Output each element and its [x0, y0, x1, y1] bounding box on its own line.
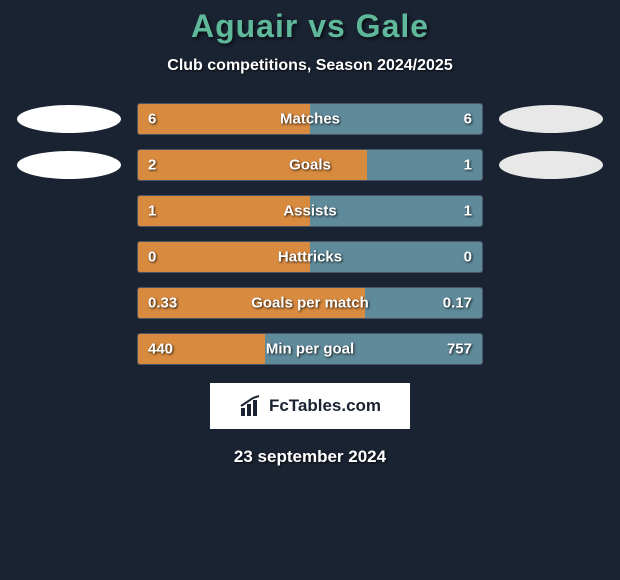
team-badge-left	[17, 105, 121, 133]
stat-label: Matches	[280, 111, 340, 128]
stat-bar: 1 Assists 1	[137, 195, 483, 227]
stat-value-left: 440	[148, 341, 173, 358]
stat-value-left: 1	[148, 203, 156, 220]
stat-row: 0.33 Goals per match 0.17	[0, 287, 620, 319]
bar-fill-left	[138, 150, 367, 180]
stat-value-left: 6	[148, 111, 156, 128]
stat-bar: 0.33 Goals per match 0.17	[137, 287, 483, 319]
spacer	[17, 197, 121, 225]
spacer	[499, 335, 603, 363]
stat-value-left: 2	[148, 157, 156, 174]
subtitle: Club competitions, Season 2024/2025	[0, 57, 620, 75]
stat-value-right: 6	[464, 111, 472, 128]
spacer	[499, 197, 603, 225]
stat-bar: 0 Hattricks 0	[137, 241, 483, 273]
stat-bar: 6 Matches 6	[137, 103, 483, 135]
stat-value-right: 1	[464, 157, 472, 174]
logo-text: FcTables.com	[269, 396, 381, 416]
stats-container: 6 Matches 6 2 Goals 1 1 Assists 1 0 Hattricks 0 0.33…	[0, 103, 620, 365]
stat-value-right: 1	[464, 203, 472, 220]
stat-row: 0 Hattricks 0	[0, 241, 620, 273]
stat-row: 6 Matches 6	[0, 103, 620, 135]
team-badge-left	[17, 151, 121, 179]
stat-row: 1 Assists 1	[0, 195, 620, 227]
stat-label: Goals per match	[251, 295, 369, 312]
team-badge-right	[499, 105, 603, 133]
stat-label: Assists	[283, 203, 336, 220]
stat-label: Min per goal	[266, 341, 354, 358]
spacer	[17, 243, 121, 271]
chart-icon	[239, 394, 263, 418]
stat-value-left: 0.33	[148, 295, 177, 312]
comparison-widget: Aguair vs Gale Club competitions, Season…	[0, 0, 620, 467]
page-title: Aguair vs Gale	[0, 8, 620, 45]
stat-value-right: 0	[464, 249, 472, 266]
spacer	[499, 289, 603, 317]
date-label: 23 september 2024	[0, 447, 620, 467]
spacer	[499, 243, 603, 271]
stat-value-left: 0	[148, 249, 156, 266]
stat-label: Hattricks	[278, 249, 342, 266]
stat-row: 2 Goals 1	[0, 149, 620, 181]
stat-label: Goals	[289, 157, 331, 174]
team-badge-right	[499, 151, 603, 179]
stat-value-right: 757	[447, 341, 472, 358]
spacer	[17, 335, 121, 363]
stat-row: 440 Min per goal 757	[0, 333, 620, 365]
fctables-logo[interactable]: FcTables.com	[210, 383, 410, 429]
stat-bar: 440 Min per goal 757	[137, 333, 483, 365]
stat-value-right: 0.17	[443, 295, 472, 312]
spacer	[17, 289, 121, 317]
stat-bar: 2 Goals 1	[137, 149, 483, 181]
